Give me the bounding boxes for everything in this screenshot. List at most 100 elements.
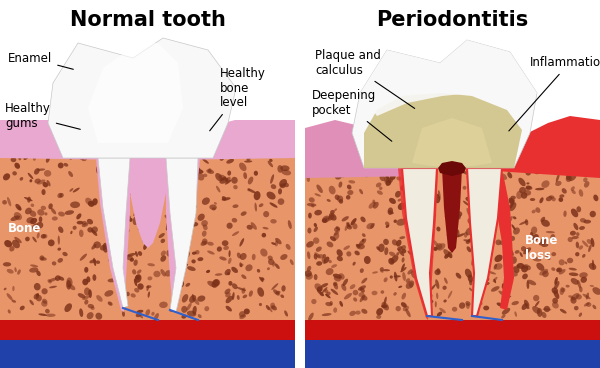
Ellipse shape: [434, 194, 440, 203]
Ellipse shape: [34, 223, 38, 227]
Ellipse shape: [187, 266, 196, 271]
Ellipse shape: [239, 263, 244, 267]
Ellipse shape: [554, 277, 558, 285]
Ellipse shape: [177, 155, 183, 163]
Ellipse shape: [307, 251, 310, 259]
Ellipse shape: [125, 144, 132, 150]
Ellipse shape: [181, 306, 187, 313]
Ellipse shape: [58, 193, 62, 198]
Ellipse shape: [490, 178, 495, 185]
Ellipse shape: [131, 293, 136, 298]
Ellipse shape: [84, 287, 90, 296]
Ellipse shape: [154, 271, 161, 277]
Ellipse shape: [568, 237, 573, 242]
Ellipse shape: [139, 176, 148, 183]
Ellipse shape: [185, 283, 190, 287]
Ellipse shape: [385, 178, 393, 183]
Ellipse shape: [418, 184, 424, 192]
Ellipse shape: [398, 249, 404, 256]
Ellipse shape: [166, 221, 169, 230]
Ellipse shape: [314, 223, 317, 227]
Ellipse shape: [113, 202, 115, 206]
Ellipse shape: [455, 273, 461, 279]
Ellipse shape: [3, 173, 10, 180]
Ellipse shape: [280, 254, 287, 260]
Ellipse shape: [147, 227, 151, 230]
Polygon shape: [0, 340, 295, 368]
Ellipse shape: [100, 245, 107, 251]
Polygon shape: [170, 120, 295, 160]
Ellipse shape: [355, 251, 360, 255]
Ellipse shape: [42, 299, 47, 304]
Text: Deepening
pocket: Deepening pocket: [312, 89, 392, 141]
Ellipse shape: [551, 287, 558, 294]
Ellipse shape: [30, 141, 37, 146]
Ellipse shape: [170, 304, 177, 312]
Ellipse shape: [577, 206, 581, 212]
Ellipse shape: [44, 212, 47, 216]
Ellipse shape: [152, 228, 155, 231]
Ellipse shape: [266, 150, 270, 154]
Ellipse shape: [389, 198, 396, 204]
Ellipse shape: [329, 186, 335, 194]
Ellipse shape: [317, 290, 324, 296]
Ellipse shape: [436, 227, 440, 231]
Text: Healthy
gums: Healthy gums: [5, 102, 80, 130]
Ellipse shape: [135, 251, 138, 257]
Ellipse shape: [207, 242, 214, 246]
Ellipse shape: [382, 302, 389, 311]
Ellipse shape: [484, 282, 490, 286]
Ellipse shape: [421, 179, 427, 185]
Ellipse shape: [259, 303, 262, 306]
Ellipse shape: [29, 300, 34, 305]
Polygon shape: [98, 158, 130, 308]
Ellipse shape: [358, 285, 366, 291]
Text: Enamel: Enamel: [8, 52, 73, 69]
Ellipse shape: [406, 280, 414, 289]
Ellipse shape: [552, 298, 558, 304]
Ellipse shape: [433, 175, 437, 180]
Ellipse shape: [37, 233, 40, 238]
Ellipse shape: [277, 165, 283, 173]
Ellipse shape: [193, 306, 197, 315]
Ellipse shape: [268, 255, 273, 260]
Ellipse shape: [172, 241, 178, 250]
Ellipse shape: [377, 190, 383, 195]
Ellipse shape: [27, 140, 32, 145]
Ellipse shape: [356, 244, 365, 250]
Ellipse shape: [290, 259, 293, 265]
Ellipse shape: [241, 211, 247, 216]
Ellipse shape: [526, 281, 529, 289]
Ellipse shape: [306, 241, 314, 248]
Ellipse shape: [174, 251, 181, 259]
Ellipse shape: [188, 151, 194, 156]
Ellipse shape: [466, 241, 470, 244]
Ellipse shape: [382, 269, 390, 271]
Ellipse shape: [446, 234, 451, 236]
Ellipse shape: [535, 301, 539, 307]
Ellipse shape: [394, 219, 397, 223]
Ellipse shape: [242, 287, 245, 294]
Ellipse shape: [244, 160, 252, 163]
Ellipse shape: [237, 252, 241, 258]
Ellipse shape: [161, 172, 168, 178]
Ellipse shape: [91, 306, 95, 310]
Ellipse shape: [7, 197, 11, 206]
Ellipse shape: [93, 258, 96, 266]
Ellipse shape: [436, 243, 442, 250]
Ellipse shape: [511, 301, 519, 305]
Ellipse shape: [245, 264, 253, 271]
Ellipse shape: [359, 238, 366, 246]
Ellipse shape: [401, 249, 406, 254]
Ellipse shape: [448, 291, 452, 298]
Ellipse shape: [118, 129, 124, 137]
Ellipse shape: [148, 276, 152, 280]
Ellipse shape: [575, 242, 579, 248]
Ellipse shape: [119, 279, 124, 285]
Ellipse shape: [126, 255, 133, 260]
Ellipse shape: [494, 264, 497, 270]
Ellipse shape: [163, 155, 169, 160]
Ellipse shape: [559, 259, 565, 265]
Ellipse shape: [143, 243, 147, 250]
Ellipse shape: [452, 307, 457, 312]
